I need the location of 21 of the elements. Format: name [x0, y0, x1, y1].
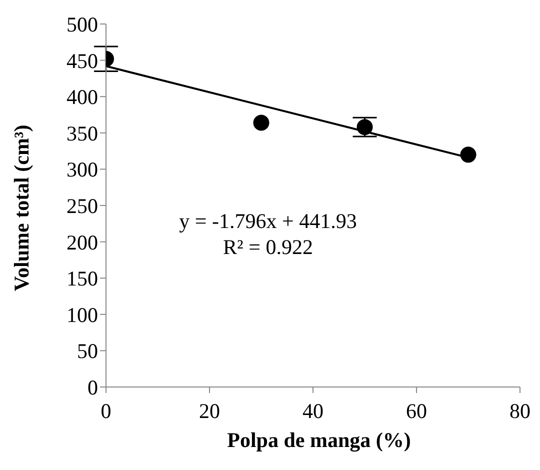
annotation: y = -1.796x + 441.93 [178, 208, 358, 234]
x-tick-label: 60 [406, 398, 427, 423]
y-axis-title: Volume total (cm³) [10, 124, 34, 292]
y-tick-label: 400 [66, 85, 98, 110]
x-tick-label: 20 [199, 398, 220, 423]
x-axis-title: Polpa de manga (%) [226, 428, 412, 453]
x-tick-label: 80 [510, 398, 530, 423]
y-tick-label: 500 [66, 12, 98, 36]
x-tick-label: 40 [302, 398, 324, 423]
y-tick-label: 300 [66, 158, 98, 182]
y-tick-label: 150 [66, 266, 98, 291]
y-tick-label: 250 [66, 194, 98, 218]
point [356, 119, 373, 136]
y-tick-label: 200 [66, 230, 98, 254]
y-tick-label: 450 [66, 48, 98, 73]
y-tick-label: 0 [88, 375, 98, 400]
point [460, 146, 476, 163]
y-tick-label: 350 [66, 121, 98, 146]
annotation: R² = 0.922 [222, 234, 314, 260]
y-tick-label: 50 [77, 339, 98, 364]
y-tick-label: 100 [66, 302, 98, 327]
